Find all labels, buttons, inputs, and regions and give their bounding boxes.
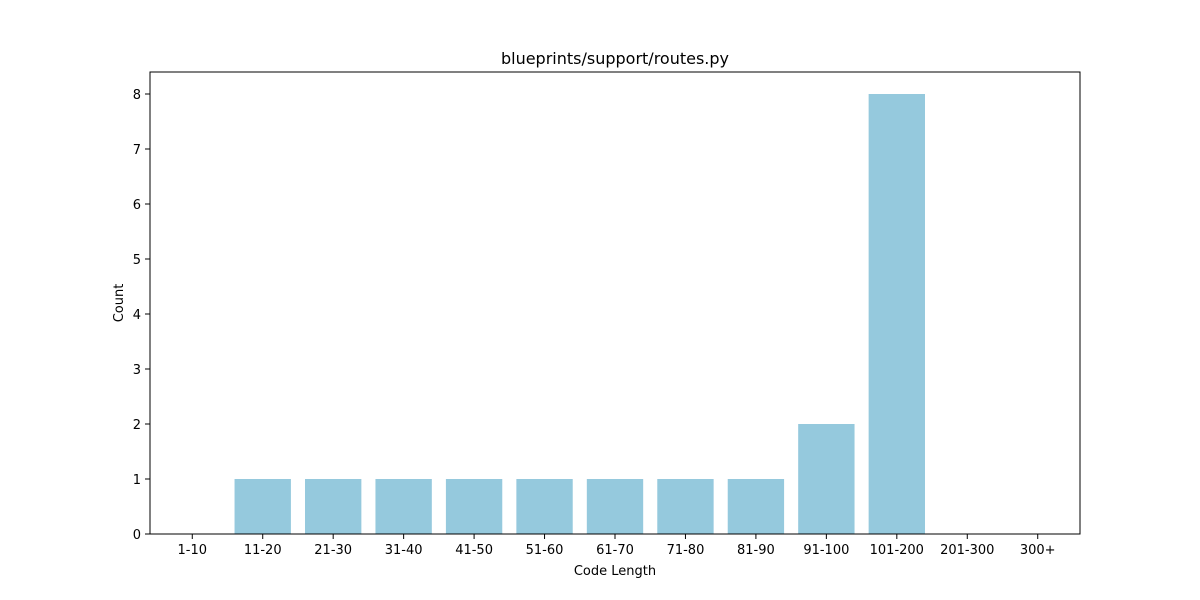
y-axis-title: Count [112,284,127,323]
x-tick-label: 21-30 [314,543,352,558]
x-tick-label: 1-10 [178,543,208,558]
y-tick-label: 5 [133,253,141,268]
y-tick-label: 0 [133,528,141,543]
x-tick-label: 11-20 [244,543,282,558]
chart-title: blueprints/support/routes.py [501,49,729,68]
x-tick-label: 61-70 [596,543,634,558]
bar-91-100 [798,424,855,534]
x-tick-label: 81-90 [737,543,775,558]
x-axis-ticks: 1-10 11-20 21-30 31-40 41-50 51-60 61-70 71-80 8… [178,534,1056,558]
bar-101-200 [868,94,925,534]
plot-frame [149,71,1081,535]
y-tick-label: 7 [133,143,141,158]
y-tick-label: 3 [133,363,141,378]
x-tick-label: 51-60 [526,543,564,558]
y-tick-label: 6 [133,198,141,213]
bar-51-60 [516,479,573,534]
x-tick-label: 300+ [1020,543,1056,558]
y-tick-label: 8 [133,88,141,103]
x-tick-label: 71-80 [667,543,705,558]
bars-group [234,94,925,534]
x-tick-label: 31-40 [385,543,423,558]
y-tick-label: 4 [133,308,141,323]
bar-21-30 [305,479,362,534]
x-tick-label: 41-50 [455,543,493,558]
bar-71-80 [657,479,714,534]
x-tick-label: 91-100 [803,543,849,558]
x-tick-label: 201-300 [940,543,994,558]
bar-81-90 [727,479,785,534]
y-axis-ticks: 0 1 2 3 4 5 6 7 8 [133,88,150,543]
bar-61-70 [586,479,644,534]
bar-41-50 [445,479,503,534]
y-tick-label: 2 [133,418,141,433]
bar-31-40 [375,479,432,534]
x-axis-title: Code Length [574,564,656,579]
bar-11-20 [234,479,291,534]
y-tick-label: 1 [133,473,141,488]
x-tick-label: 101-200 [870,543,924,558]
